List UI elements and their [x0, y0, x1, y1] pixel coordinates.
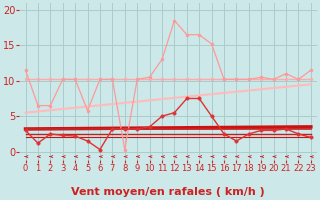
X-axis label: Vent moyen/en rafales ( km/h ): Vent moyen/en rafales ( km/h ) — [71, 187, 265, 197]
